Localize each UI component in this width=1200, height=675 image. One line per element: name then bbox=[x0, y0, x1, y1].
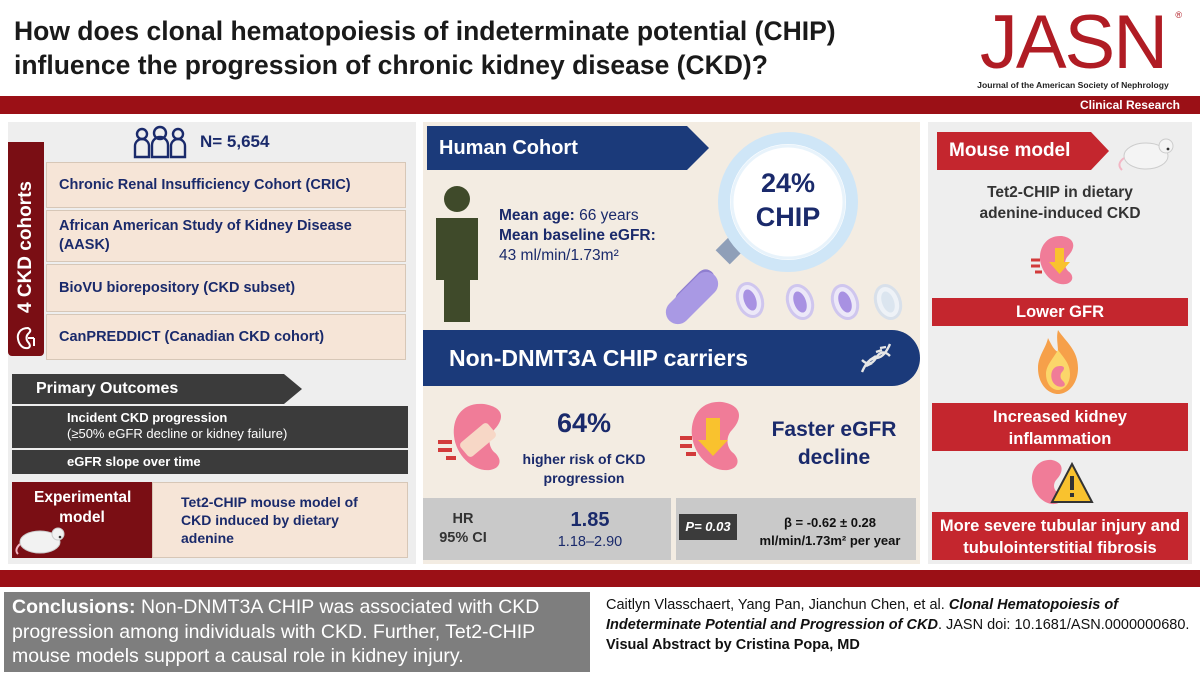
hr-values: 1.85 1.18–2.90 bbox=[530, 508, 650, 552]
kidney-fire-icon bbox=[1038, 330, 1078, 394]
beta-line1: β = -0.62 ± 0.28 bbox=[783, 515, 877, 530]
egfr-decline-line2: decline bbox=[797, 446, 871, 469]
mouse-model-header: Mouse model bbox=[937, 132, 1109, 170]
conclusions-text: Non-DNMT3A CHIP was associated with CKD … bbox=[12, 596, 540, 667]
kidney-bandage-icon bbox=[438, 403, 502, 471]
human-cohort-label: Human Cohort bbox=[439, 136, 578, 159]
mouse-header-icon bbox=[1118, 138, 1174, 171]
citation-doi: . JASN doi: 10.1681/ASN.0000000680. bbox=[937, 617, 1190, 633]
conclusions-label: Conclusions: bbox=[12, 596, 136, 618]
p-value-box: P= 0.03 bbox=[679, 514, 737, 540]
carriers-label: Non-DNMT3A CHIP carriers bbox=[449, 345, 749, 371]
person-icon bbox=[436, 186, 478, 322]
arrow-shape bbox=[937, 132, 1109, 170]
cohort-label: Chronic Renal Insufficiency Cohort (CRIC… bbox=[59, 176, 351, 193]
footer-bar bbox=[0, 570, 1200, 587]
beta-stat: β = -0.62 ± 0.28 ml/min/1.73m² per year bbox=[740, 514, 920, 550]
risk-percent: 64% bbox=[556, 408, 612, 438]
mean-age-value: 66 years bbox=[579, 207, 639, 224]
cohort-label: African American Study of Kidney Disease… bbox=[59, 218, 352, 253]
section-label: Clinical Research bbox=[1055, 96, 1200, 114]
finding-lower-gfr: Lower GFR bbox=[932, 298, 1188, 326]
kidney-down-icon bbox=[1031, 235, 1074, 285]
conclusions-box: Conclusions: Non-DNMT3A CHIP was associa… bbox=[4, 592, 590, 672]
cohort-item-cric: Chronic Renal Insufficiency Cohort (CRIC… bbox=[46, 162, 406, 208]
logo-subtitle: Journal of the American Society of Nephr… bbox=[977, 80, 1169, 90]
logo-text: JASN bbox=[979, 0, 1168, 85]
outcome-detail: (≥50% eGFR decline or kidney failure) bbox=[67, 426, 288, 441]
cohort-label: CanPREDDICT (Canadian CKD cohort) bbox=[59, 328, 325, 345]
primary-outcomes-label: Primary Outcomes bbox=[36, 380, 179, 397]
outcome-ckd-progression: Incident CKD progression (≥50% eGFR decl… bbox=[12, 406, 408, 448]
experimental-label: Experimental model bbox=[34, 489, 132, 526]
hr-value: 1.85 bbox=[570, 509, 610, 531]
title-line-2: influence the progression of chronic kid… bbox=[14, 50, 768, 80]
citation-title: Clonal Hematopoiesis of Indeterminate Po… bbox=[606, 597, 1119, 633]
visual-credit: Visual Abstract by Cristina Popa, MD bbox=[606, 637, 860, 653]
citation-authors: Caitlyn Vlasschaert, Yang Pan, Jianchun … bbox=[606, 597, 945, 613]
carriers-banner: Non-DNMT3A CHIP carriers bbox=[423, 330, 920, 386]
arrow-shape bbox=[12, 374, 302, 404]
arrow-shape bbox=[427, 126, 709, 170]
mouse-icon bbox=[15, 527, 65, 555]
cohort-label: BioVU biorepository (CKD subset) bbox=[59, 279, 296, 296]
hr-labels: HR 95% CI bbox=[426, 510, 500, 548]
human-cohort-header: Human Cohort bbox=[427, 126, 709, 170]
outcome-title: eGFR slope over time bbox=[67, 454, 201, 469]
citation: Caitlyn Vlasschaert, Yang Pan, Jianchun … bbox=[606, 595, 1196, 655]
chip-percent: 24% bbox=[760, 168, 816, 198]
kidney-decline-icon bbox=[680, 401, 740, 471]
dna-icon bbox=[860, 343, 892, 373]
mean-age: Mean age: 66 years bbox=[499, 206, 656, 226]
chip-label: CHIP bbox=[755, 202, 821, 232]
risk-text: higher risk of CKD progression bbox=[522, 451, 646, 486]
people-icon bbox=[133, 125, 187, 159]
kidney-icon-box bbox=[8, 320, 44, 356]
page-title: How does clonal hematopoiesis of indeter… bbox=[14, 14, 944, 82]
mean-age-label: Mean age: bbox=[499, 207, 575, 224]
ci-label: 95% CI bbox=[439, 530, 487, 546]
egfr-decline-stat: Faster eGFR decline bbox=[754, 416, 914, 472]
mouse-model-subtitle: Tet2-CHIP in dietary adenine-induced CKD bbox=[979, 184, 1141, 222]
outcome-egfr-slope: eGFR slope over time bbox=[12, 450, 408, 474]
chip-prevalence: 24% CHIP bbox=[738, 166, 838, 234]
beta-line2: ml/min/1.73m² per year bbox=[759, 533, 901, 548]
title-line-1: How does clonal hematopoiesis of indeter… bbox=[14, 16, 836, 46]
risk-stat: 64% higher risk of CKD progression bbox=[504, 406, 664, 488]
header-bar bbox=[0, 96, 1200, 114]
egfr-decline-line1: Faster eGFR bbox=[771, 418, 897, 441]
magnifier-icon bbox=[665, 132, 903, 325]
cohort-item-canpreddict: CanPREDDICT (Canadian CKD cohort) bbox=[46, 314, 406, 360]
jasn-logo: JASN ® Journal of the American Society o… bbox=[958, 4, 1188, 96]
finding-inflammation: Increased kidney inflammation bbox=[932, 403, 1188, 451]
finding-tubular-injury: More severe tubular injury and tubuloint… bbox=[932, 512, 1188, 560]
primary-outcomes-header: Primary Outcomes bbox=[12, 374, 302, 404]
hr-bar bbox=[423, 498, 671, 560]
mean-egfr-label: Mean baseline eGFR: bbox=[499, 227, 656, 244]
experimental-description: Tet2-CHIP mouse model of CKD induced by … bbox=[152, 482, 408, 558]
mouse-model-label: Mouse model bbox=[949, 140, 1071, 161]
kidney-warning-icon bbox=[1031, 459, 1094, 505]
sample-size: N= 5,654 bbox=[200, 132, 270, 151]
cohort-item-aask: African American Study of Kidney Disease… bbox=[46, 210, 406, 262]
cohort-stats: Mean age: 66 years Mean baseline eGFR: 4… bbox=[499, 206, 656, 266]
cohort-item-biovu: BioVU biorepository (CKD subset) bbox=[46, 264, 406, 312]
mean-egfr-value: 43 ml/min/1.73m² bbox=[499, 247, 619, 264]
outcome-title: Incident CKD progression bbox=[67, 410, 228, 425]
hr-label: HR bbox=[452, 511, 474, 527]
kidney-icon bbox=[16, 326, 35, 350]
ci-value: 1.18–2.90 bbox=[557, 534, 623, 550]
logo-registered-mark: ® bbox=[1175, 10, 1182, 20]
